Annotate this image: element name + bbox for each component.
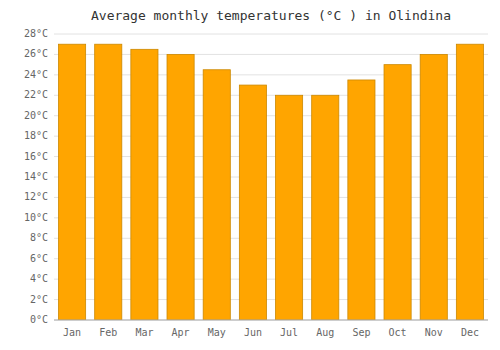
bar (276, 95, 303, 320)
y-tick-label: 24°C (24, 69, 48, 80)
y-tick-label: 10°C (24, 212, 48, 223)
y-tick-label: 2°C (30, 294, 48, 305)
x-tick-label: Dec (461, 327, 479, 338)
x-tick-label: Jun (244, 327, 262, 338)
x-tick-label: Jan (63, 327, 81, 338)
grid-line (54, 34, 488, 35)
chart-title: Average monthly temperatures (°C ) in Ol… (91, 8, 451, 23)
bar (167, 54, 194, 320)
x-tick-label: Jul (280, 327, 298, 338)
y-tick-label: 6°C (30, 253, 48, 264)
y-tick-label: 28°C (24, 28, 48, 39)
x-axis-line (54, 320, 488, 321)
grid-line (54, 320, 488, 321)
x-tick-label: Aug (316, 327, 334, 338)
bar (203, 70, 230, 320)
x-tick-label: Oct (389, 327, 407, 338)
x-tick-label: Feb (99, 327, 117, 338)
y-tick-label: 14°C (24, 171, 48, 182)
y-tick-label: 12°C (24, 191, 48, 202)
y-tick-label: 8°C (30, 232, 48, 243)
x-tick-label: Mar (135, 327, 153, 338)
bar (312, 95, 339, 320)
bar (131, 49, 158, 320)
x-tick-label: Apr (172, 327, 190, 338)
y-tick-label: 0°C (30, 314, 48, 325)
bar (95, 44, 122, 320)
bar (348, 80, 375, 320)
bars (59, 44, 484, 320)
y-tick-label: 20°C (24, 110, 48, 121)
chart-svg: Average monthly temperatures (°C ) in Ol… (0, 0, 500, 350)
x-tick-label: Nov (425, 327, 443, 338)
y-axis: 0°C 2°C 4°C 6°C 8°C 10°C 12°C 14°C 16°C 18°C 20°C 2… (24, 28, 488, 325)
bar (456, 44, 483, 320)
y-tick-label: 22°C (24, 89, 48, 100)
x-axis: Jan Feb Mar Apr May Jun Jul Aug Sep Oct Nov Dec (63, 327, 479, 338)
y-tick-label: 26°C (24, 48, 48, 59)
bar (59, 44, 86, 320)
bar (384, 65, 411, 320)
bar (239, 85, 266, 320)
y-tick-label: 16°C (24, 151, 48, 162)
y-tick-label: 18°C (24, 130, 48, 141)
x-tick-label: May (208, 327, 226, 338)
chart-container: Average monthly temperatures (°C ) in Ol… (0, 0, 500, 350)
y-tick-label: 4°C (30, 273, 48, 284)
x-tick-label: Sep (352, 327, 370, 338)
bar (420, 54, 447, 320)
